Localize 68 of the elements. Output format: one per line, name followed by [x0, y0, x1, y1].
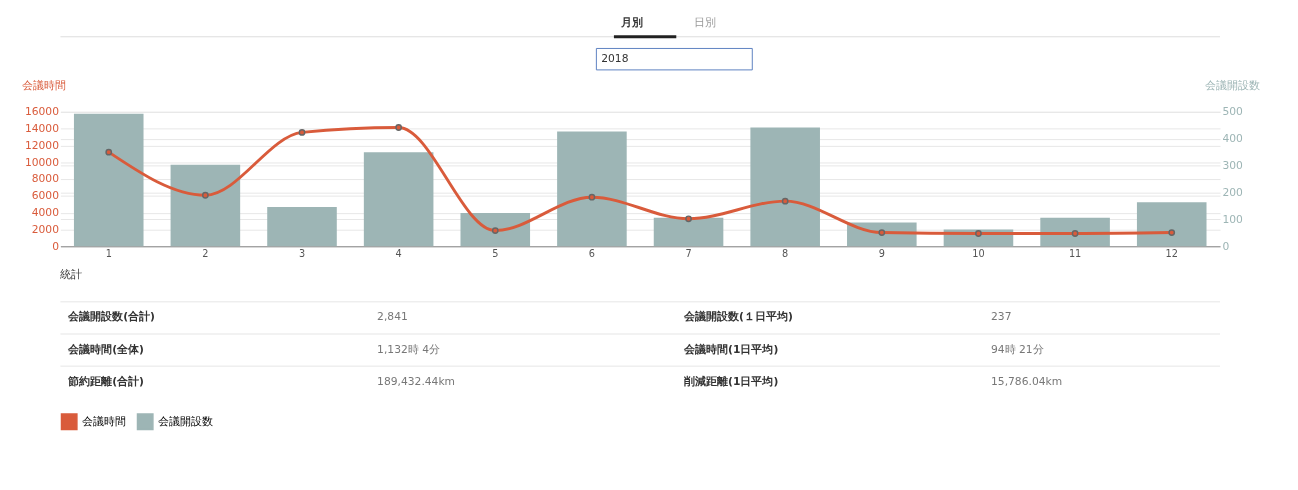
y-tick-label: 12000 [24, 138, 60, 152]
text: 月別 [619, 16, 643, 30]
x-tick-label: 12 [1165, 247, 1178, 259]
bar [653, 217, 724, 247]
bar [363, 152, 434, 247]
text: 2,841 [377, 310, 408, 324]
bar [170, 164, 241, 247]
point [105, 148, 113, 156]
point [201, 191, 209, 199]
y2-tick-label: 0 [1222, 239, 1230, 253]
point [491, 227, 499, 234]
point [395, 124, 403, 131]
point [781, 197, 789, 205]
text: 削減距離(1日平均) [683, 374, 779, 388]
y-tick-label: 6000 [31, 189, 60, 203]
text: 節約距離(合計) [67, 374, 145, 388]
point [975, 230, 982, 237]
y-tick-label: 4000 [31, 206, 60, 220]
x-tick-label: 10 [972, 247, 985, 259]
point [878, 229, 886, 236]
point [298, 129, 306, 136]
text: 94時 21分 [991, 342, 1044, 356]
text: 会議開設数(１日平均) [683, 310, 793, 324]
point [1168, 229, 1176, 236]
x-tick-label: 3 [298, 247, 306, 259]
text: 会議時間(全体) [67, 342, 145, 356]
bar [750, 127, 820, 247]
x-tick-label: 5 [492, 247, 499, 259]
text: 189,432.44km [377, 374, 456, 388]
text: 会議時間(1日平均) [683, 342, 779, 356]
bar [460, 212, 531, 247]
y2-tick-label: 400 [1222, 132, 1244, 146]
text: 日別 [693, 16, 716, 30]
y-tick-label: 16000 [24, 105, 60, 119]
y2-tick-label: 300 [1222, 159, 1244, 173]
y-tick-label: 2000 [31, 222, 60, 236]
text: 統計 [60, 268, 83, 282]
x-tick-label: 11 [1068, 247, 1082, 259]
y-tick-label: 10000 [24, 155, 60, 169]
y2-tick-label: 200 [1222, 185, 1244, 199]
y-axis-title: 会議時間 [21, 78, 66, 92]
bar [267, 207, 337, 247]
text: 1,132時 4分 [377, 342, 440, 356]
y2-axis-title: 会議開設数 [1204, 78, 1260, 92]
bar [73, 113, 144, 247]
y2-tick-label: 500 [1222, 105, 1244, 119]
x-tick-label: 9 [878, 247, 885, 259]
x-tick-label: 7 [685, 247, 692, 259]
text: 2018 [601, 52, 629, 66]
text: 会議開設数(合計) [67, 310, 156, 324]
legend-label: 会議時間 [81, 414, 126, 428]
legend-label: 会議開設数 [157, 414, 213, 428]
y-tick-label: 0 [52, 239, 60, 253]
x-tick-label: 4 [395, 247, 402, 259]
text: 237 [991, 310, 1012, 324]
y-tick-label: 14000 [24, 122, 60, 136]
x-tick-label: 8 [782, 247, 789, 259]
point [685, 215, 692, 223]
y-tick-label: 8000 [31, 172, 60, 186]
y2-tick-label: 100 [1222, 212, 1244, 226]
point [1071, 230, 1079, 237]
x-tick-label: 6 [588, 247, 596, 259]
bar [1136, 202, 1207, 247]
text: 15,786.04km [991, 374, 1063, 388]
bar [557, 131, 627, 247]
x-tick-label: 2 [202, 247, 209, 259]
x-tick-label: 1 [105, 247, 112, 259]
point [588, 193, 596, 201]
